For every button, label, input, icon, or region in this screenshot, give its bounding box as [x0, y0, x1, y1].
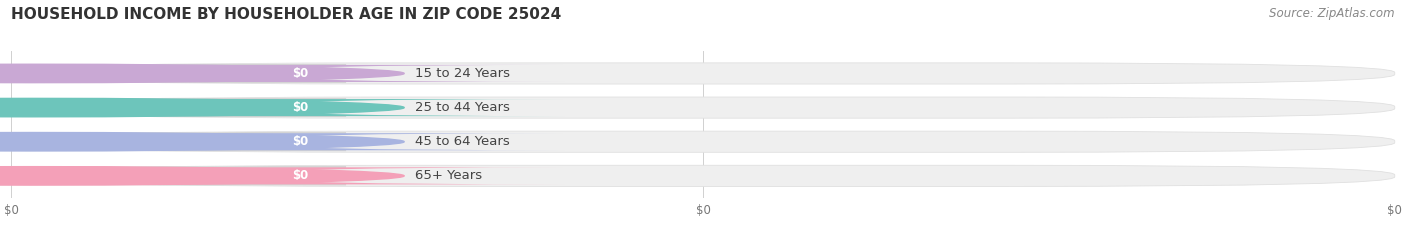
FancyBboxPatch shape	[11, 63, 1395, 84]
Text: HOUSEHOLD INCOME BY HOUSEHOLDER AGE IN ZIP CODE 25024: HOUSEHOLD INCOME BY HOUSEHOLDER AGE IN Z…	[11, 7, 561, 22]
Text: 25 to 44 Years: 25 to 44 Years	[415, 101, 510, 114]
Text: Source: ZipAtlas.com: Source: ZipAtlas.com	[1270, 7, 1395, 20]
Text: 15 to 24 Years: 15 to 24 Years	[415, 67, 510, 80]
FancyBboxPatch shape	[0, 65, 346, 82]
Circle shape	[0, 98, 404, 117]
Text: $0: $0	[292, 169, 308, 182]
Text: 45 to 64 Years: 45 to 64 Years	[415, 135, 510, 148]
FancyBboxPatch shape	[0, 167, 346, 185]
Text: $0: $0	[292, 67, 308, 80]
FancyBboxPatch shape	[37, 99, 565, 116]
FancyBboxPatch shape	[11, 131, 1395, 152]
Text: $0: $0	[292, 101, 308, 114]
Circle shape	[0, 64, 404, 83]
FancyBboxPatch shape	[11, 165, 1395, 186]
FancyBboxPatch shape	[0, 133, 346, 151]
FancyBboxPatch shape	[0, 99, 346, 116]
Text: $0: $0	[292, 135, 308, 148]
Circle shape	[0, 133, 404, 151]
Circle shape	[0, 167, 404, 185]
Text: 65+ Years: 65+ Years	[415, 169, 482, 182]
FancyBboxPatch shape	[37, 133, 565, 150]
FancyBboxPatch shape	[11, 97, 1395, 118]
FancyBboxPatch shape	[37, 167, 565, 184]
FancyBboxPatch shape	[37, 65, 565, 82]
